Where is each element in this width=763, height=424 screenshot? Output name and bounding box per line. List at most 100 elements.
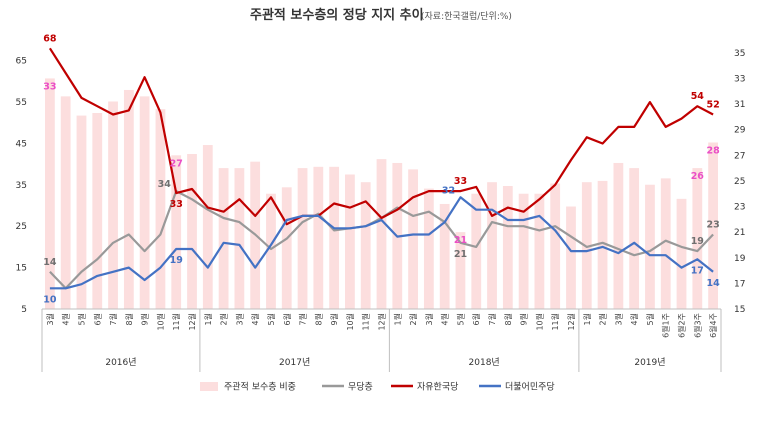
bar [597,180,608,309]
x-tick-label: 5월 [455,313,465,325]
bar [218,168,229,309]
bar [155,109,166,310]
x-tick-label: 6월3주 [692,313,702,338]
data-label: 17 [691,265,704,276]
x-tick-label: 4월 [629,313,639,325]
data-label: 10 [43,294,57,305]
bar [60,96,71,309]
bar [550,183,561,309]
x-tick-label: 6월 [92,313,102,325]
data-label: 33 [170,199,183,210]
bar [76,115,87,309]
x-tick-label: 9월 [519,313,529,325]
data-label: 28 [706,145,720,156]
bar [234,168,245,309]
right-axis-tick-label: 17 [734,279,745,289]
right-axis-tick-label: 23 [734,203,745,213]
x-tick-label: 7월 [108,313,118,325]
legend-swatch [200,382,218,391]
bar [439,203,450,309]
bar [708,142,718,309]
bar [487,182,497,309]
x-tick-label: 6월 [471,313,481,325]
bar [171,155,182,309]
year-label: 2016년 [105,357,136,368]
x-tick-label: 4월 [250,313,260,325]
bar [455,232,466,309]
legend-label: 무당층 [348,382,373,393]
bar [45,78,55,309]
bar [502,186,513,309]
bar [645,184,655,309]
bar [139,96,150,309]
data-label: 52 [706,99,719,110]
x-tick-label: 12월 [566,313,576,331]
bar [360,182,371,309]
x-tick-label: 9월 [329,313,339,325]
data-label: 33 [454,176,467,187]
right-axis-tick-label: 27 [734,151,745,161]
left-axis-tick-label: 5 [21,305,27,315]
x-tick-label: 6월2주 [677,313,687,338]
x-tick-label: 6월 [282,313,292,325]
data-label: 21 [454,235,467,246]
legend-label: 주관적 보수층 비중 [224,381,296,393]
x-tick-label: 12월 [377,313,387,331]
bar [266,193,276,309]
data-label: 19 [691,236,704,247]
x-tick-label: 8월 [503,313,513,325]
bar [676,198,687,309]
x-tick-label: 3월 [234,313,244,325]
left-axis-tick-label: 45 [16,139,27,149]
data-label: 34 [158,179,172,190]
x-tick-label: 11월 [171,313,181,331]
bar [202,145,213,309]
x-tick-label: 2월 [598,313,608,325]
bar [566,206,576,309]
bar [281,187,292,309]
x-tick-label: 3월 [613,313,623,325]
data-label: 27 [170,158,183,169]
x-tick-label: 10월 [155,313,165,331]
bar [345,174,355,309]
left-axis-tick-label: 15 [16,264,27,274]
right-axis-tick-label: 31 [734,100,745,110]
x-tick-label: 8월 [124,313,134,325]
bar-series [45,78,718,310]
bar [408,169,418,309]
x-tick-label: 6월4주 [708,313,718,338]
line-series [48,47,714,290]
bar [92,113,103,309]
left-axis-tick-label: 25 [16,222,27,232]
right-axis-tick-label: 29 [734,126,746,136]
data-label: 32 [442,185,455,196]
x-tick-label: 1월 [392,313,402,325]
x-tick-label: 5월 [645,313,655,325]
right-axis-tick-label: 35 [734,49,745,59]
data-label: 68 [43,33,57,44]
year-label: 2018년 [469,357,500,368]
x-tick-label: 4월 [61,313,71,325]
x-tick-label: 5월 [266,313,276,325]
bar [692,168,703,309]
data-label: 23 [706,220,719,231]
x-tick-label: 3월 [424,313,434,325]
left-axis-tick-label: 65 [16,57,27,67]
right-axis-tick-label: 33 [734,74,745,84]
x-tick-label: 10월 [534,313,544,331]
bar [187,154,197,309]
data-label: 14 [706,278,720,289]
x-tick-label: 11월 [550,313,560,331]
bar [423,188,434,309]
x-tick-label: 9월 [140,313,150,325]
bar [518,193,529,309]
x-tick-label: 2월 [408,313,418,325]
data-label: 26 [691,171,705,182]
data-label: 14 [43,257,57,268]
x-tick-label: 7월 [487,313,497,325]
right-axis-tick-label: 25 [734,177,745,187]
series-line [48,47,714,226]
chart-title: 주관적 보수층의 정당 지지 추이 [250,7,424,23]
